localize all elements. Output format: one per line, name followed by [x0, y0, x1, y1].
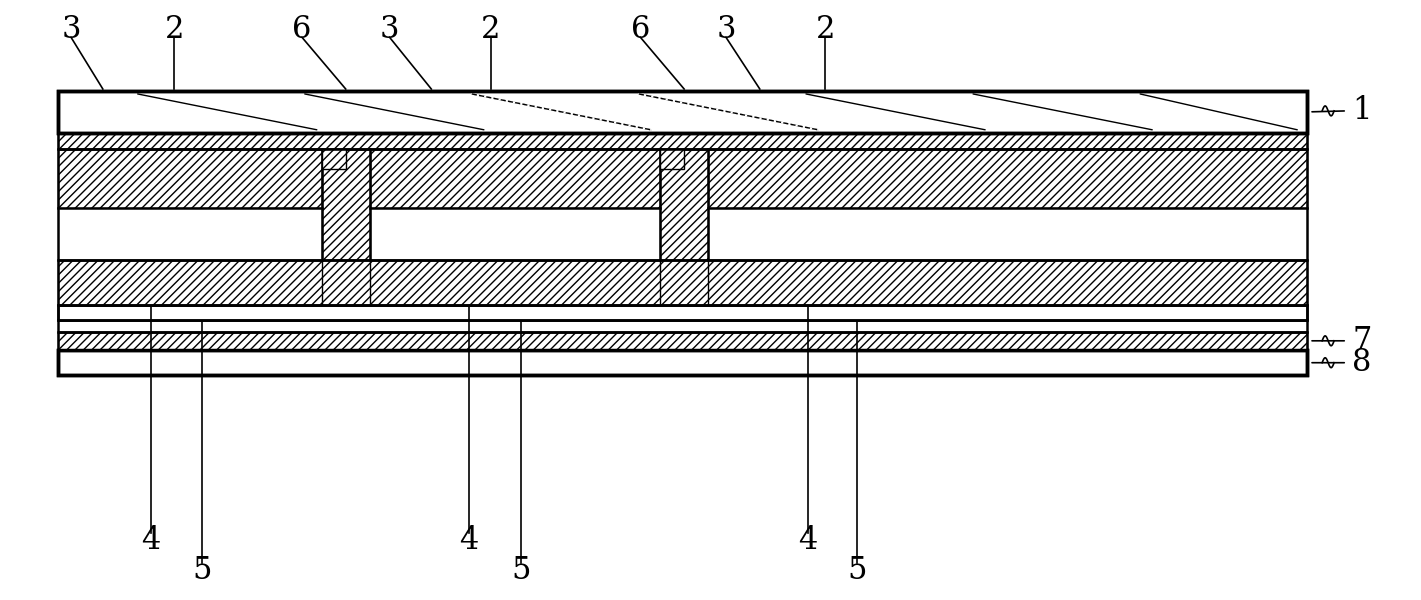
- Bar: [58, 320, 1307, 332]
- Bar: [58, 350, 1307, 374]
- Text: 6: 6: [293, 14, 311, 45]
- Text: 5: 5: [193, 555, 212, 586]
- Bar: [58, 305, 1307, 320]
- Text: 1: 1: [1353, 95, 1371, 127]
- Bar: [58, 149, 1307, 260]
- Text: 6: 6: [631, 14, 649, 45]
- Text: 5: 5: [847, 555, 867, 586]
- Bar: [58, 91, 1307, 133]
- Text: 4: 4: [799, 526, 817, 556]
- Text: 3: 3: [716, 14, 736, 45]
- Bar: [58, 91, 1307, 133]
- Bar: [58, 149, 321, 260]
- Text: 3: 3: [379, 14, 399, 45]
- Bar: [58, 260, 1307, 305]
- Bar: [58, 208, 321, 260]
- Text: 5: 5: [512, 555, 530, 586]
- Text: 2: 2: [165, 14, 185, 45]
- Bar: [58, 133, 1307, 149]
- Text: 2: 2: [816, 14, 836, 45]
- Bar: [58, 350, 1307, 374]
- Bar: [708, 149, 1307, 260]
- Bar: [661, 149, 708, 305]
- Text: 4: 4: [459, 526, 479, 556]
- Bar: [58, 133, 1307, 149]
- Bar: [708, 208, 1307, 260]
- Bar: [369, 208, 661, 260]
- Bar: [321, 149, 345, 169]
- Text: 8: 8: [1353, 347, 1371, 378]
- Text: 4: 4: [141, 526, 161, 556]
- Bar: [661, 149, 684, 169]
- Bar: [58, 149, 321, 208]
- Bar: [369, 149, 661, 260]
- Bar: [369, 149, 661, 208]
- Bar: [58, 332, 1307, 350]
- Bar: [708, 149, 1307, 208]
- Text: 7: 7: [1353, 325, 1371, 356]
- Text: 3: 3: [61, 14, 81, 45]
- Bar: [58, 332, 1307, 350]
- Bar: [58, 260, 1307, 305]
- Text: 2: 2: [482, 14, 500, 45]
- Bar: [58, 305, 1307, 320]
- Bar: [321, 149, 369, 305]
